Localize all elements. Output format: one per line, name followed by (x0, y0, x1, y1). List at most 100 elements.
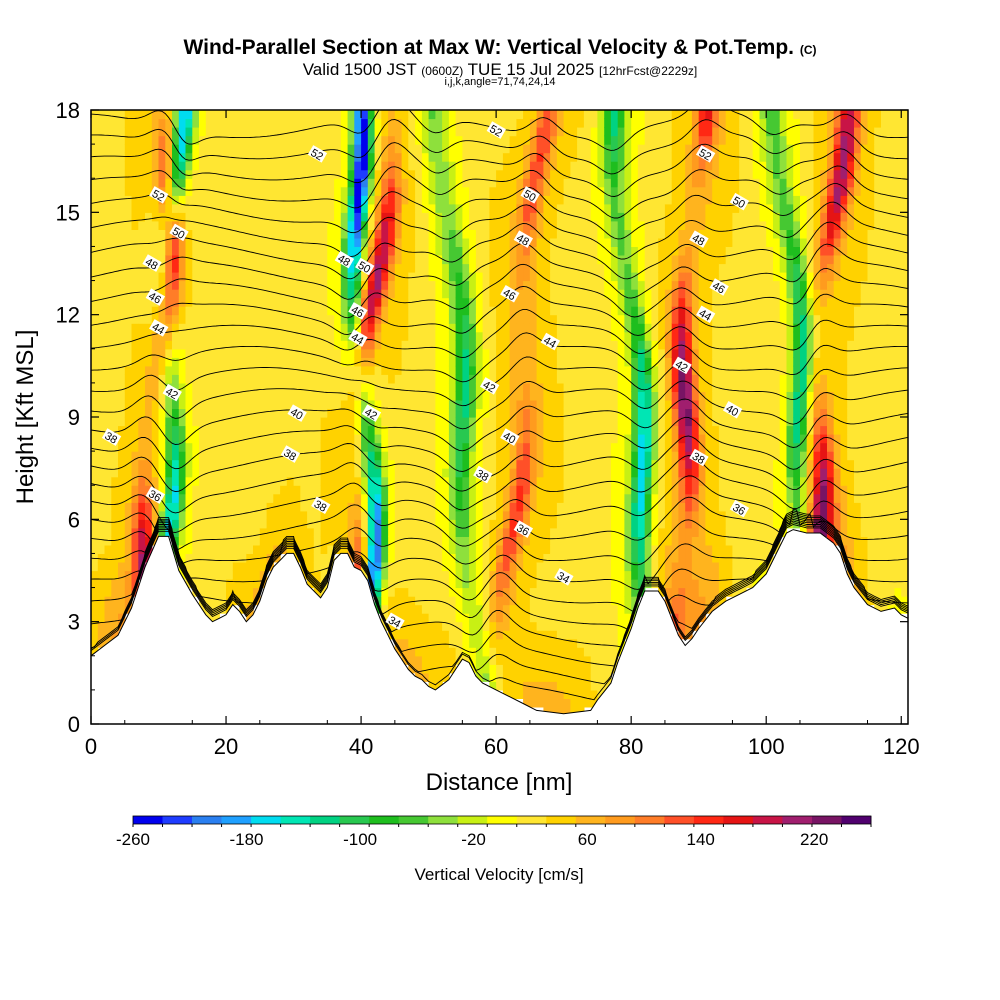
velocity-cell (536, 127, 544, 137)
velocity-cell (583, 417, 592, 427)
velocity-cell (523, 272, 531, 282)
velocity-cell (543, 570, 551, 580)
velocity-cell (523, 698, 531, 708)
velocity-cell (415, 562, 423, 572)
velocity-cell (401, 527, 409, 537)
velocity-cell (408, 408, 416, 418)
velocity-cell (489, 672, 497, 682)
velocity-cell (442, 246, 450, 256)
velocity-cell (489, 289, 497, 299)
velocity-cell (570, 442, 578, 452)
velocity-cell (604, 110, 612, 120)
velocity-cell (381, 331, 389, 341)
velocity-cell (442, 647, 450, 657)
velocity-cell (577, 596, 585, 606)
velocity-cell (334, 229, 342, 239)
velocity-cell (597, 664, 605, 674)
velocity-cell (543, 527, 551, 537)
velocity-cell (408, 621, 416, 631)
velocity-cell (151, 135, 160, 145)
velocity-cell (91, 425, 99, 435)
velocity-cell (536, 161, 544, 171)
velocity-cell (475, 161, 484, 171)
velocity-cell (442, 212, 450, 222)
velocity-cell (185, 152, 193, 162)
velocity-cell (516, 186, 524, 196)
velocity-cell (401, 169, 409, 179)
velocity-cell (165, 493, 173, 503)
velocity-cell (570, 195, 578, 205)
velocity-cell (570, 255, 578, 265)
velocity-cell (212, 178, 220, 188)
velocity-cell (415, 587, 423, 597)
velocity-cell (604, 195, 612, 205)
velocity-cell (536, 672, 544, 682)
velocity-cell (300, 340, 308, 350)
velocity-cell (469, 144, 477, 154)
velocity-cell (354, 510, 362, 520)
velocity-cell (293, 468, 301, 478)
velocity-cell (374, 365, 382, 375)
velocity-cell (388, 417, 396, 427)
velocity-cell (320, 289, 328, 299)
velocity-cell (266, 382, 274, 392)
velocity-cell (509, 527, 517, 537)
velocity-cell (583, 280, 592, 290)
velocity-cell (334, 169, 342, 179)
velocity-cell (381, 178, 389, 188)
velocity-cell (610, 220, 619, 230)
velocity-cell (428, 579, 436, 589)
velocity-cell (496, 365, 504, 375)
velocity-cell (489, 391, 497, 401)
velocity-cell (536, 681, 544, 691)
velocity-cell (347, 451, 355, 461)
velocity-cell (111, 451, 119, 461)
velocity-cell (394, 280, 403, 290)
velocity-cell (570, 527, 578, 537)
velocity-cell (475, 152, 484, 162)
velocity-cell (165, 451, 173, 461)
section-params: i,j,k,angle=71,74,24,14 (444, 76, 556, 88)
velocity-cell (205, 229, 214, 239)
velocity-cell (529, 698, 538, 708)
velocity-cell (280, 272, 288, 282)
velocity-cell (219, 417, 227, 427)
velocity-cell (536, 459, 544, 469)
velocity-cell (529, 689, 538, 699)
velocity-cell (462, 246, 470, 256)
velocity-cell (401, 399, 409, 409)
velocity-cell (205, 579, 214, 589)
velocity-cell (374, 263, 382, 273)
velocity-cell (529, 152, 538, 162)
velocity-cell (266, 203, 274, 213)
velocity-cell (340, 451, 349, 461)
velocity-cell (509, 331, 517, 341)
velocity-cell (489, 553, 497, 563)
velocity-cell (550, 434, 558, 444)
velocity-cell (617, 289, 626, 299)
velocity-cell (340, 425, 349, 435)
velocity-cell (462, 280, 470, 290)
velocity-cell (138, 220, 146, 230)
velocity-cell (300, 314, 308, 324)
velocity-cell (165, 297, 173, 307)
velocity-cell (597, 689, 605, 699)
velocity-cell (455, 220, 463, 230)
velocity-cell (219, 127, 227, 137)
velocity-cell (394, 553, 403, 563)
velocity-cell (219, 178, 227, 188)
velocity-cell (448, 263, 457, 273)
velocity-cell (610, 399, 619, 409)
velocity-cell (388, 246, 396, 256)
velocity-cell (118, 587, 126, 597)
velocity-cell (415, 229, 423, 239)
velocity-cell (286, 331, 295, 341)
velocity-cell (421, 280, 430, 290)
velocity-cell (300, 306, 308, 316)
velocity-cell (185, 553, 193, 563)
velocity-cell (496, 314, 504, 324)
velocity-cell (502, 365, 511, 375)
velocity-cell (212, 169, 220, 179)
velocity-cell (529, 476, 538, 486)
velocity-cell (556, 587, 565, 597)
